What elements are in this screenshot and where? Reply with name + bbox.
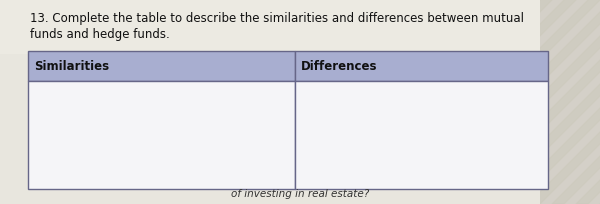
Text: of investing in real estate?: of investing in real estate?: [231, 188, 369, 198]
Polygon shape: [264, 0, 481, 204]
Polygon shape: [144, 0, 361, 204]
Polygon shape: [312, 0, 529, 204]
Bar: [0, 0, 540, 55]
Polygon shape: [0, 0, 1, 204]
Polygon shape: [24, 0, 241, 204]
Bar: [28, 52, 295, 82]
Polygon shape: [504, 0, 600, 204]
Bar: [28, 82, 295, 189]
Polygon shape: [408, 0, 600, 204]
Polygon shape: [0, 0, 97, 204]
Polygon shape: [216, 0, 433, 204]
Text: 13. Complete the table to describe the similarities and differences between mutu: 13. Complete the table to describe the s…: [30, 12, 524, 25]
Polygon shape: [192, 0, 409, 204]
Polygon shape: [360, 0, 577, 204]
Polygon shape: [432, 0, 600, 204]
Polygon shape: [168, 0, 385, 204]
Polygon shape: [384, 0, 600, 204]
Polygon shape: [48, 0, 265, 204]
Bar: [295, 82, 548, 189]
Bar: [295, 52, 548, 82]
Text: Differences: Differences: [301, 60, 377, 73]
Polygon shape: [0, 0, 49, 204]
Polygon shape: [528, 0, 600, 204]
Polygon shape: [0, 0, 121, 204]
Polygon shape: [336, 0, 553, 204]
Polygon shape: [96, 0, 313, 204]
Polygon shape: [480, 0, 600, 204]
Polygon shape: [0, 0, 169, 204]
Polygon shape: [72, 0, 289, 204]
Polygon shape: [552, 0, 600, 204]
Polygon shape: [240, 0, 457, 204]
Polygon shape: [0, 0, 193, 204]
Polygon shape: [0, 0, 217, 204]
Polygon shape: [120, 0, 337, 204]
Text: funds and hedge funds.: funds and hedge funds.: [30, 28, 170, 41]
Polygon shape: [456, 0, 600, 204]
Polygon shape: [0, 0, 25, 204]
Polygon shape: [288, 0, 505, 204]
Polygon shape: [0, 0, 73, 204]
Text: Similarities: Similarities: [34, 60, 109, 73]
Polygon shape: [0, 0, 145, 204]
Polygon shape: [576, 0, 600, 204]
